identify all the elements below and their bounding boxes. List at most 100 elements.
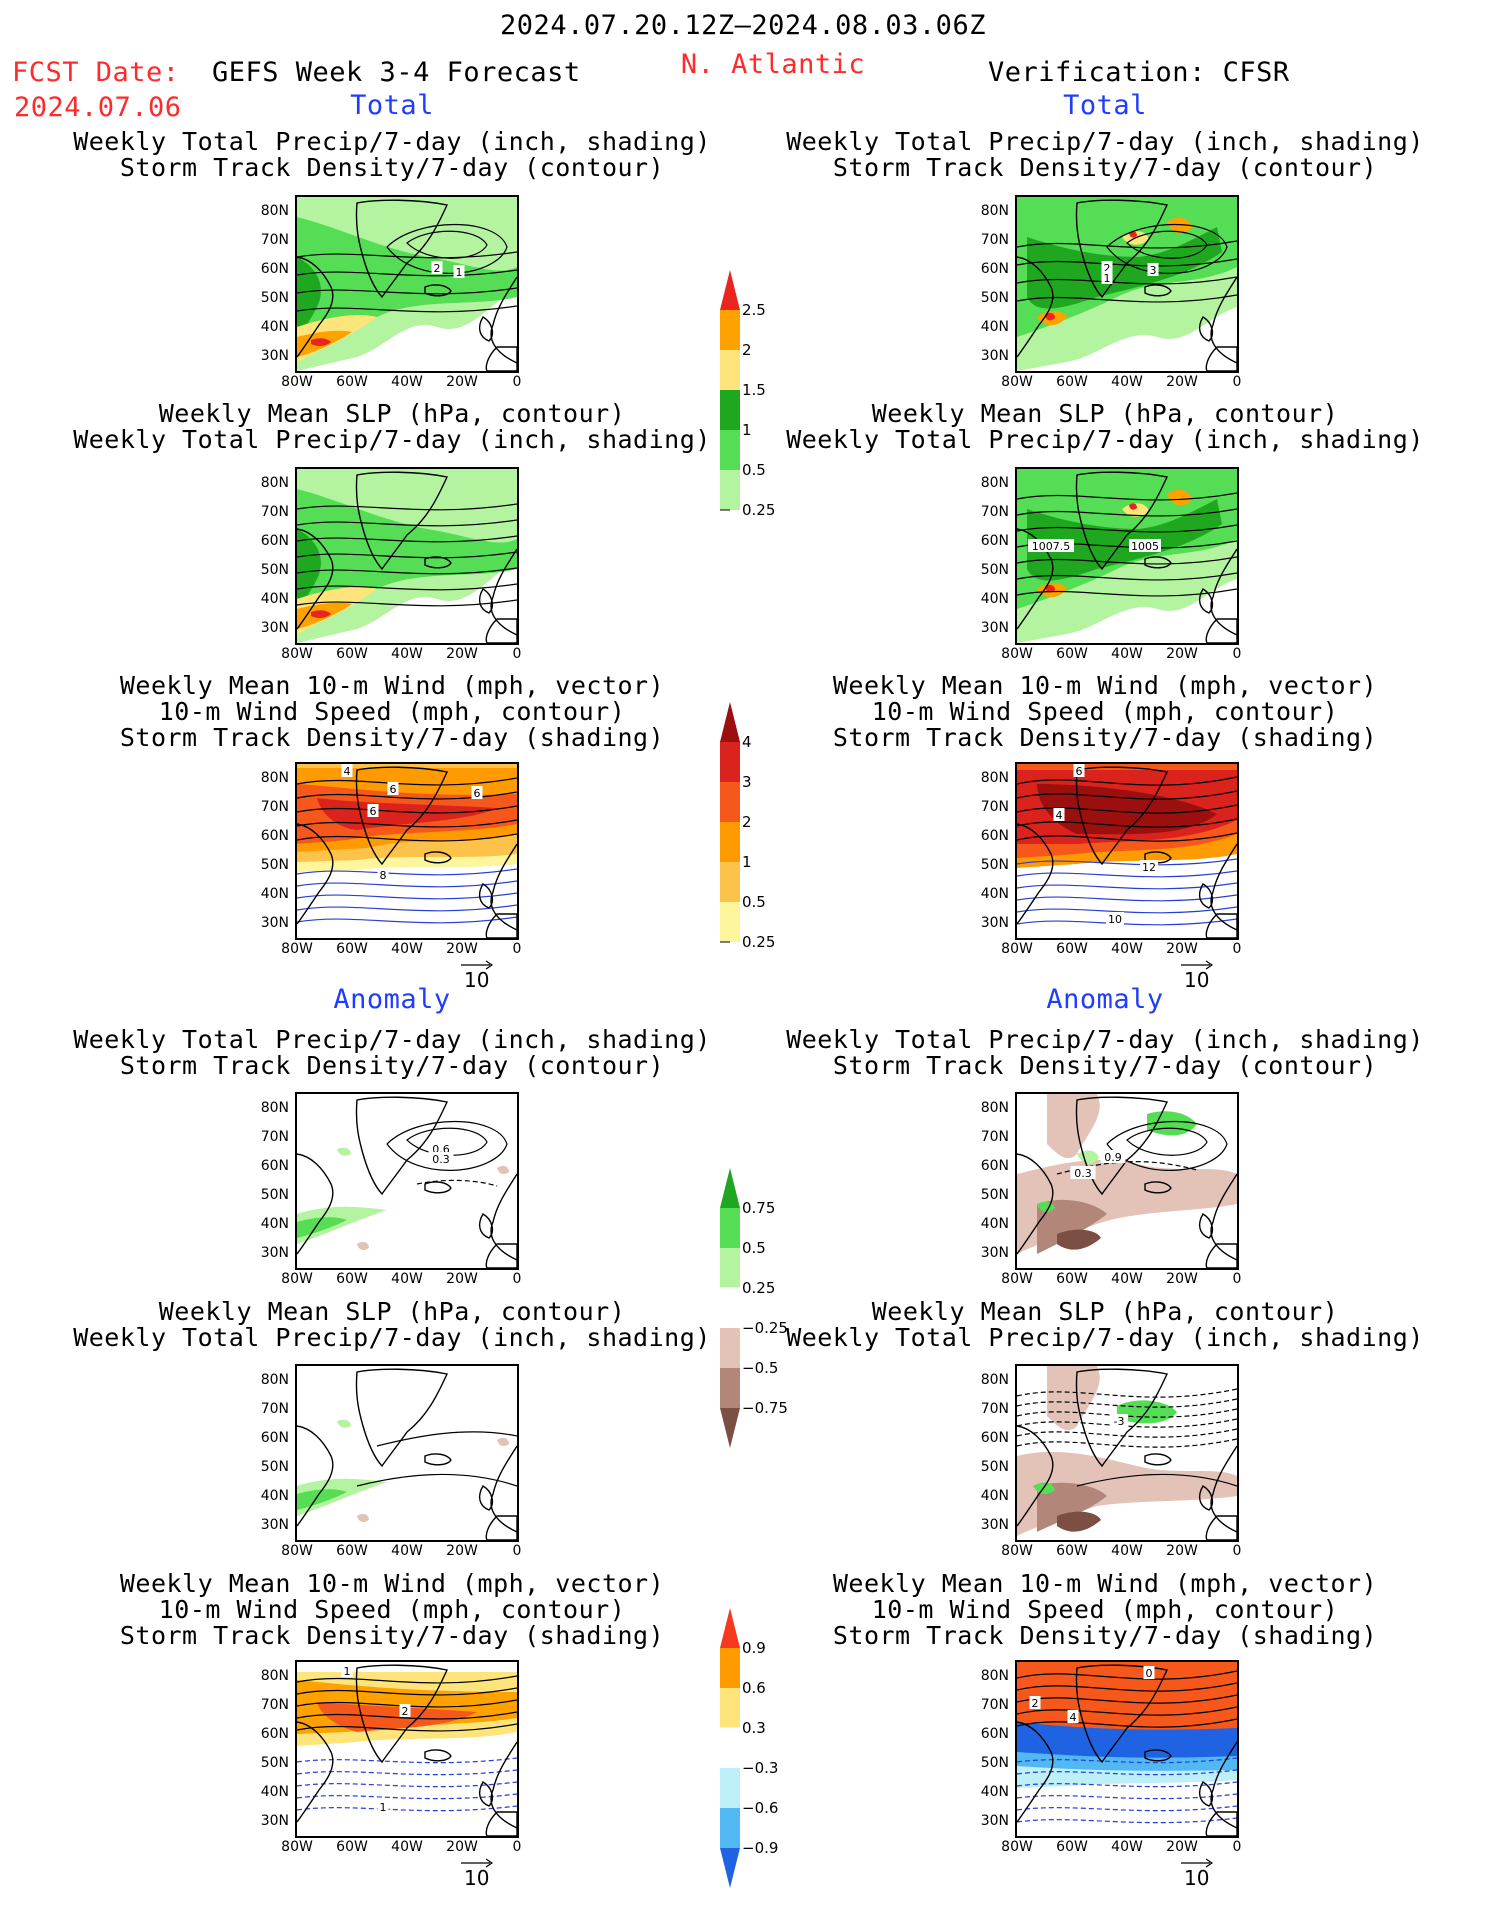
lon-tick-label: 60W [336,646,368,662]
fc-total-wind-storm-title-line: Storm Track Density/7-day (shading) [119,723,665,752]
lon-tick-label: 40W [391,1543,423,1559]
coastline [1017,1425,1054,1527]
fc-anom-wind-storm-contour-line [297,1687,517,1696]
lon-tick-label: 80W [281,646,313,662]
ob-total-slp-precip-contour-label: 1005 [1129,539,1161,553]
ob-total-slp-precip-contour-line [1017,492,1237,501]
lon-tick-label: 60W [336,941,368,957]
fc-anom-wind-storm-contour-line [297,1675,517,1684]
fc-total-wind-storm-contour-line [297,819,517,828]
ob-total-precip-storm-contour-label: 3 [1147,263,1159,277]
coastline [297,1721,334,1823]
lon-tick-label: 60W [1056,941,1088,957]
ob-anom-wind-storm-map: 0 2 4 [1015,1660,1239,1838]
coastline [490,1445,517,1533]
fc-anom-wind-storm-contour-line [297,1757,517,1764]
fc-anom-wind-storm-contour-label: 2 [399,1704,411,1718]
fc-total-slp-precip-contour-line [297,599,517,607]
lat-tick-label: 40N [260,885,289,902]
fc-total-precip-storm-contour-line [297,287,517,295]
lon-tick-label: 40W [1111,941,1143,957]
lat-tick-label: 70N [260,798,289,815]
fc-anom-slp-precip-shading-region [337,1419,351,1428]
lon-tick-label: 20W [1166,1839,1198,1855]
ob-anom-wind-storm-shading-region [1017,1766,1237,1788]
date-range: 2024.07.20.12Z–2024.08.03.06Z [500,10,986,41]
ob-total-precip-storm-contour-line [1106,224,1228,274]
lon-tick-label: 80W [1001,646,1033,662]
lon-tick-label: 20W [446,941,478,957]
lon-tick-label: 40W [1111,646,1143,662]
ob-total-wind-storm-contour-line [1017,918,1237,926]
fc-anom-wind-storm-contour-line [297,1711,517,1720]
colorbar-label: 1.5 [742,381,766,399]
svg-text:4: 4 [1056,809,1063,822]
fc-anom-wind-storm-contour-line [297,1793,517,1800]
lon-tick-label: 80W [1001,1839,1033,1855]
lat-tick-label: 30N [980,914,1009,931]
colorbar-label: 0.25 [742,933,776,951]
lon-tick-label: 60W [336,374,368,390]
lon-tick-label: 40W [391,646,423,662]
coastline [1198,316,1214,342]
fc-anom-wind-storm-title-line: Storm Track Density/7-day (shading) [119,1621,665,1650]
lon-tick-label: 80W [281,1543,313,1559]
ob-total-precip-storm-contour-label: 1 [1101,271,1113,285]
lon-tick-label: 0 [1232,1839,1242,1855]
fc-anom-wind-storm-map: 1 2 1 [295,1660,519,1838]
fc-total-precip-storm-contour-label: 1 [453,265,465,279]
lon-tick-label: 60W [1056,1271,1088,1287]
fc-anom-wind-storm-contour-line [297,1699,517,1708]
colorbar-swatch [720,862,740,902]
lat-tick-label: 50N [260,561,289,578]
ob-total-wind-storm-contour-label: 4 [1053,808,1065,822]
ob-anom-slp-precip-contour-label: -3 [1110,1414,1128,1428]
fc-anom-precip-storm-map-graphic: 0.60.3 [297,1096,517,1268]
ob-total-wind-storm-contour-line [1017,894,1237,902]
lon-tick-label: 20W [1166,1543,1198,1559]
vector-reference: 10 [1180,960,1214,992]
ob-anom-slp-precip-map-graphic: -3 [1017,1366,1237,1540]
ob-anom-precip-storm-contour-line [1056,1160,1198,1175]
svg-text:1: 1 [344,1665,351,1678]
lat-tick-label: 40N [980,590,1009,607]
colorbar-swatch [720,1648,740,1688]
colorbar-label: 0.25 [742,501,776,519]
ob-anom-wind-storm-contour-label: 0 [1143,1666,1155,1680]
lon-tick-label: 0 [512,374,522,390]
ob-anom-slp-precip-contour-line [1017,1438,1237,1448]
fc-total-wind-storm-title-line: Weekly Mean 10-m Wind (mph, vector) [119,671,665,700]
lat-tick-label: 60N [980,260,1009,277]
coastline [490,843,517,931]
colorbar-label: −0.5 [742,1359,779,1377]
lon-tick-label: 20W [446,646,478,662]
lat-tick-label: 30N [980,619,1009,636]
fc-anom-slp-precip-title-line: Weekly Total Precip/7-day (inch, shading… [73,1323,711,1352]
ob-total-slp-precip-shading-region [1122,503,1149,517]
colorbar-swatch [720,1688,740,1728]
coastline [1198,1485,1214,1511]
ob-total-wind-storm-contour-line [1017,870,1237,878]
lon-tick-label: 80W [1001,374,1033,390]
coastline [1210,276,1237,364]
colorbar-label: 3 [742,773,752,791]
ob-total-slp-precip-contour-label: 1007.5 [1028,539,1074,553]
ob-total-precip-storm-title-line: Storm Track Density/7-day (contour) [832,153,1378,182]
ob-total-slp-precip-map-graphic: 1007.5 1005 [1017,469,1237,643]
fc-total-slp-precip-title-line: Weekly Total Precip/7-day (inch, shading… [73,425,711,454]
ob-anom-wind-storm-contour-line [1017,1718,1237,1728]
colorbar-swatch [720,390,740,430]
fc-anom-precip-storm-contour-label: 0.3 [428,1152,454,1166]
coastline [478,1213,494,1239]
lat-tick-label: 30N [260,619,289,636]
coastline [1210,548,1237,636]
ob-total-precip-storm-shading-region [1167,217,1192,234]
fc-anom-wind-storm-title-line: Weekly Mean 10-m Wind (mph, vector) [119,1569,665,1598]
vector-reference: 10 [460,960,494,992]
fc-anom-precip-storm-shading-region [357,1241,369,1251]
coastline [424,556,452,569]
coastline [1205,1515,1237,1540]
fc-total-precip-storm-shading-region [297,257,321,337]
